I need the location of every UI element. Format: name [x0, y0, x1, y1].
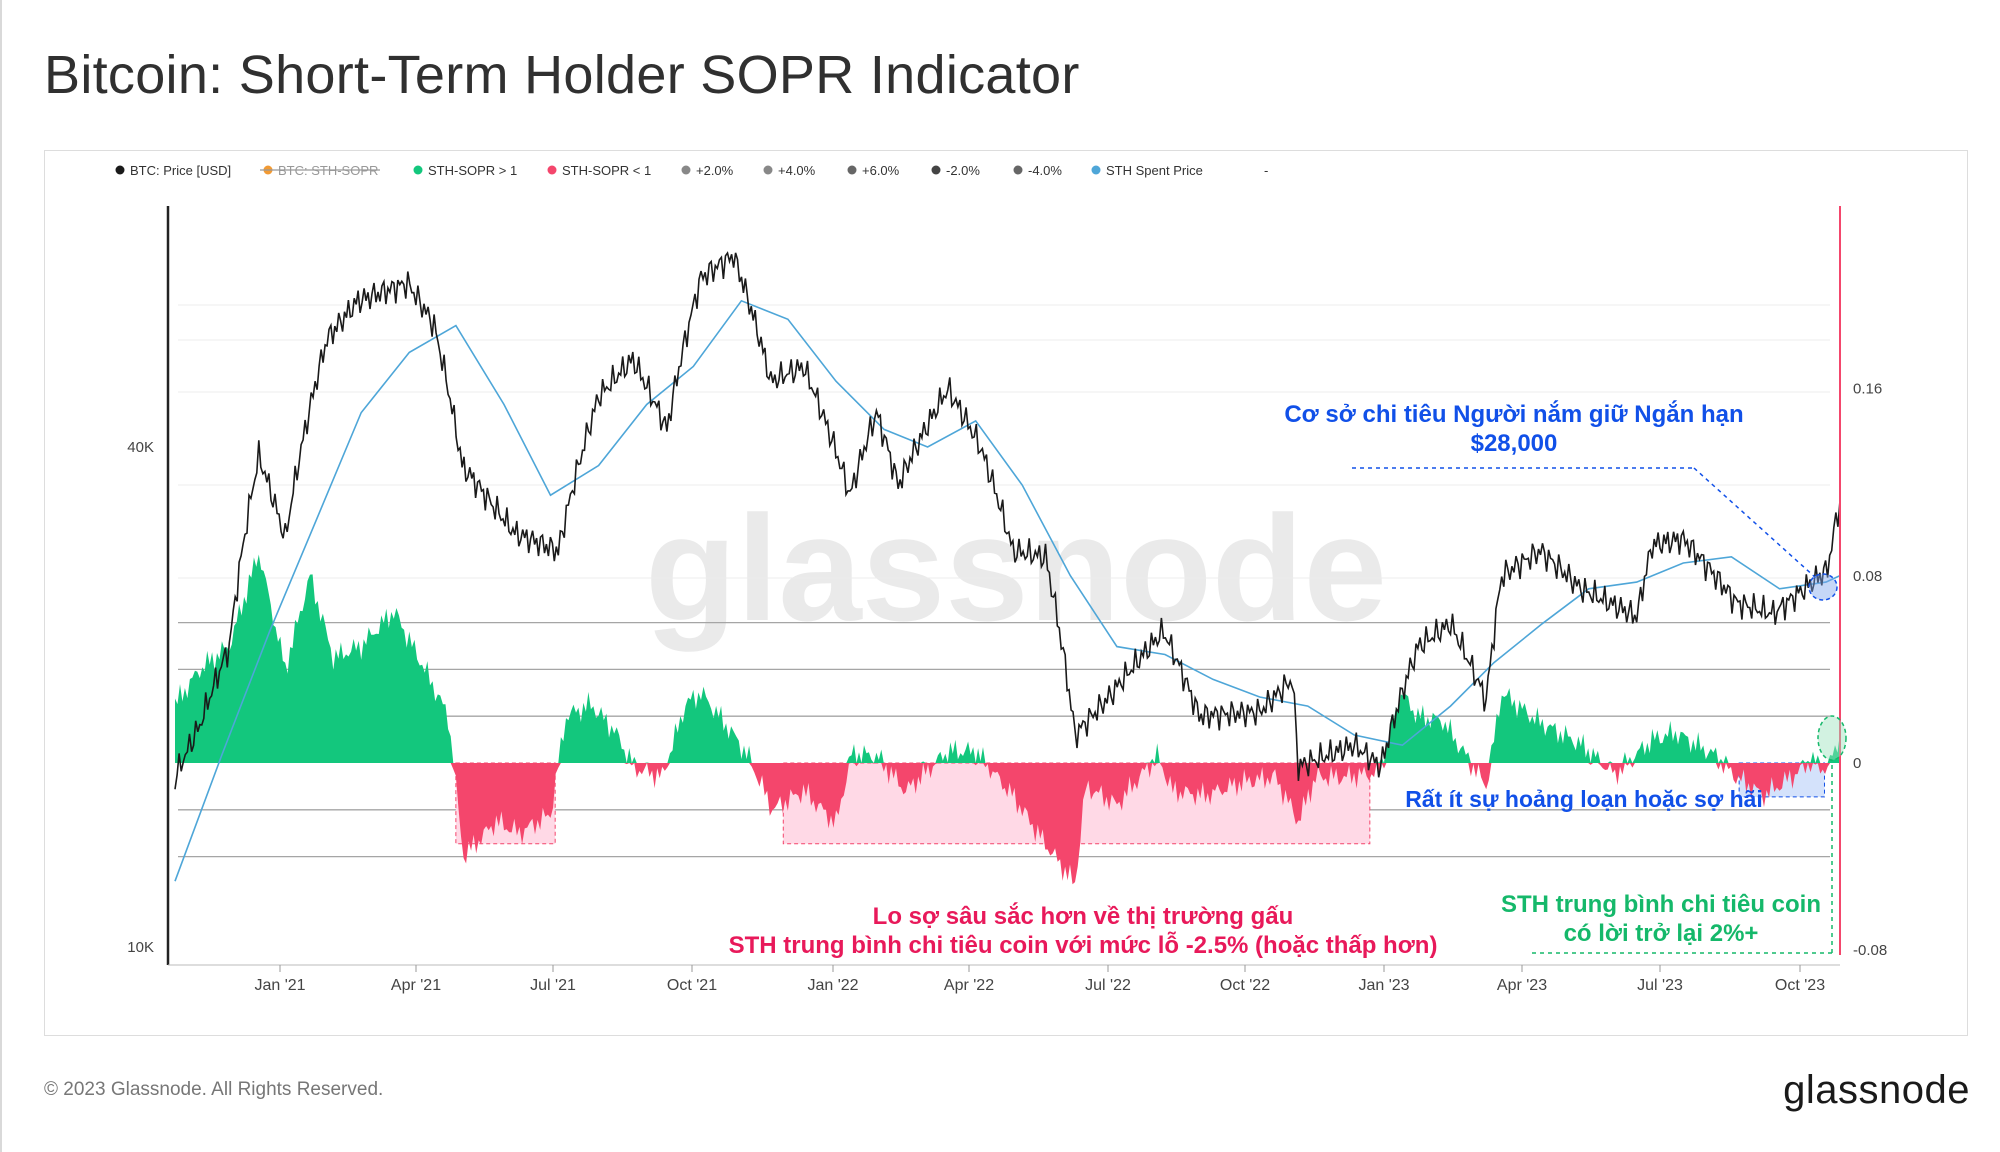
legend-marker-4 — [681, 165, 691, 175]
cost-basis-marker — [1808, 573, 1838, 601]
legend-marker-3 — [547, 165, 557, 175]
legend-marker-7 — [931, 165, 941, 175]
x-tick-label: Jan '21 — [254, 977, 305, 994]
sopr-negative-area — [175, 763, 1840, 885]
cost-basis-leader-d — [1693, 467, 1817, 579]
annotation-fear-line1: Lo sợ sâu sắc hơn về thị trường gấu — [873, 902, 1294, 930]
legend-label-10: - — [1264, 163, 1268, 178]
profit-marker — [1817, 715, 1847, 761]
annotations: Cơ sở chi tiêu Người nắm giữ Ngắn hạn $2… — [729, 400, 1847, 959]
y-right-tick-label: 0.08 — [1853, 568, 1882, 585]
chart-legend: BTC: Price [USD] BTC: STH-SOPR STH-SOPR > … — [115, 163, 1268, 178]
legend-label-2: STH-SOPR > 1 — [428, 163, 517, 178]
x-tick-label: Jul '21 — [530, 977, 576, 994]
y-right-tick-label: -0.08 — [1853, 942, 1887, 959]
legend-marker-8 — [1013, 165, 1023, 175]
price-lines — [174, 251, 1841, 882]
x-tick-label: Jul '22 — [1085, 977, 1131, 994]
annotation-profit-line2: có lời trở lại 2%+ — [1564, 920, 1759, 947]
x-tick-label: Apr '23 — [1497, 977, 1547, 994]
legend-label-5: +4.0% — [778, 163, 816, 178]
sopr-positive-area — [175, 554, 1840, 763]
footer-copyright: © 2023 Glassnode. All Rights Reserved. — [44, 1079, 384, 1100]
x-tick-label: Apr '22 — [944, 977, 994, 994]
annotation-profit-line1: STH trung bình chi tiêu coin — [1501, 891, 1821, 918]
legend-marker-6 — [847, 165, 857, 175]
y-right-tick-label: 0.16 — [1853, 381, 1882, 398]
y-left-tick-label: 10K — [127, 939, 154, 956]
legend-label-7: -2.0% — [946, 163, 980, 178]
x-tick-label: Jan '22 — [807, 977, 858, 994]
annotation-cost-basis-line2: $28,000 — [1471, 430, 1558, 457]
frame-border — [0, 0, 2, 1152]
sth-spent-price-line — [174, 299, 1841, 882]
x-tick-label: Oct '23 — [1775, 977, 1825, 994]
annotation-fear-line2: STH trung bình chi tiêu coin với mức lỗ … — [729, 931, 1438, 959]
y-right-tick-label: 0 — [1853, 755, 1861, 772]
legend-label-9: STH Spent Price — [1106, 163, 1203, 178]
legend-marker-2 — [413, 165, 423, 175]
legend-marker-9 — [1091, 165, 1101, 175]
chart-panel — [44, 150, 1968, 1036]
x-tick-label: Apr '21 — [391, 977, 441, 994]
x-tick-label: Jul '23 — [1637, 977, 1683, 994]
legend-label-6: +6.0% — [862, 163, 900, 178]
legend-label-4: +2.0% — [696, 163, 734, 178]
axes: Jan '21 Apr '21 Jul '21 Oct '21 Jan '22 Apr '… — [127, 206, 1887, 994]
annotation-cost-basis-line1: Cơ sở chi tiêu Người nắm giữ Ngắn hạn — [1284, 400, 1743, 428]
legend-label-3: STH-SOPR < 1 — [562, 163, 651, 178]
sopr-areas — [175, 554, 1840, 885]
legend-marker-0 — [115, 165, 125, 175]
y-left-tick-label: 40K — [127, 439, 154, 456]
x-tick-label: Jan '23 — [1358, 977, 1409, 994]
legend-marker-5 — [763, 165, 773, 175]
btc-price-line — [174, 251, 1841, 790]
x-tick-label: Oct '22 — [1220, 977, 1270, 994]
footer-logo: glassnode — [1783, 1068, 1970, 1112]
legend-label-8: -4.0% — [1028, 163, 1062, 178]
watermark: glassnode — [645, 484, 1387, 652]
chart-title: Bitcoin: Short-Term Holder SOPR Indicato… — [44, 45, 1080, 105]
legend-label-0: BTC: Price [USD] — [130, 163, 231, 178]
x-tick-label: Oct '21 — [667, 977, 717, 994]
annotation-little-panic: Rất ít sự hoảng loạn hoặc sợ hãi — [1405, 786, 1763, 812]
